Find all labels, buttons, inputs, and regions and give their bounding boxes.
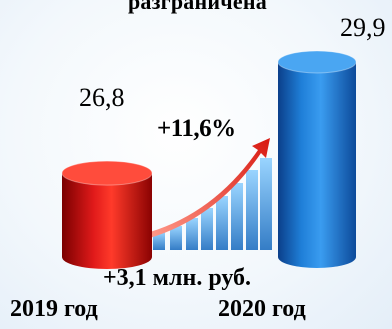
- category-label-2019: 2019 год: [10, 296, 98, 322]
- bars-group: [61, 50, 357, 269]
- growth-step: [170, 226, 182, 250]
- bar-2019: [61, 160, 153, 269]
- growth-step: [186, 218, 198, 250]
- growth-arrow-icon: [150, 138, 270, 238]
- data-label-2020: 29,9: [340, 13, 386, 42]
- growth-step: [216, 196, 228, 250]
- growth-step: [260, 158, 272, 250]
- category-label-2020: 2020 год: [218, 296, 306, 322]
- data-label-2019: 26,8: [79, 83, 125, 112]
- bar-2020: [277, 50, 357, 268]
- growth-step: [231, 183, 243, 250]
- growth-step: [246, 170, 258, 250]
- growth-decoration: [150, 138, 272, 250]
- growth-step: [201, 208, 213, 250]
- growth-percent-label: +11,6%: [157, 115, 236, 142]
- chart-title: разграничена: [128, 0, 267, 14]
- growth-absolute-label: +3,1 млн. руб.: [103, 265, 252, 291]
- growth-step: [153, 232, 165, 250]
